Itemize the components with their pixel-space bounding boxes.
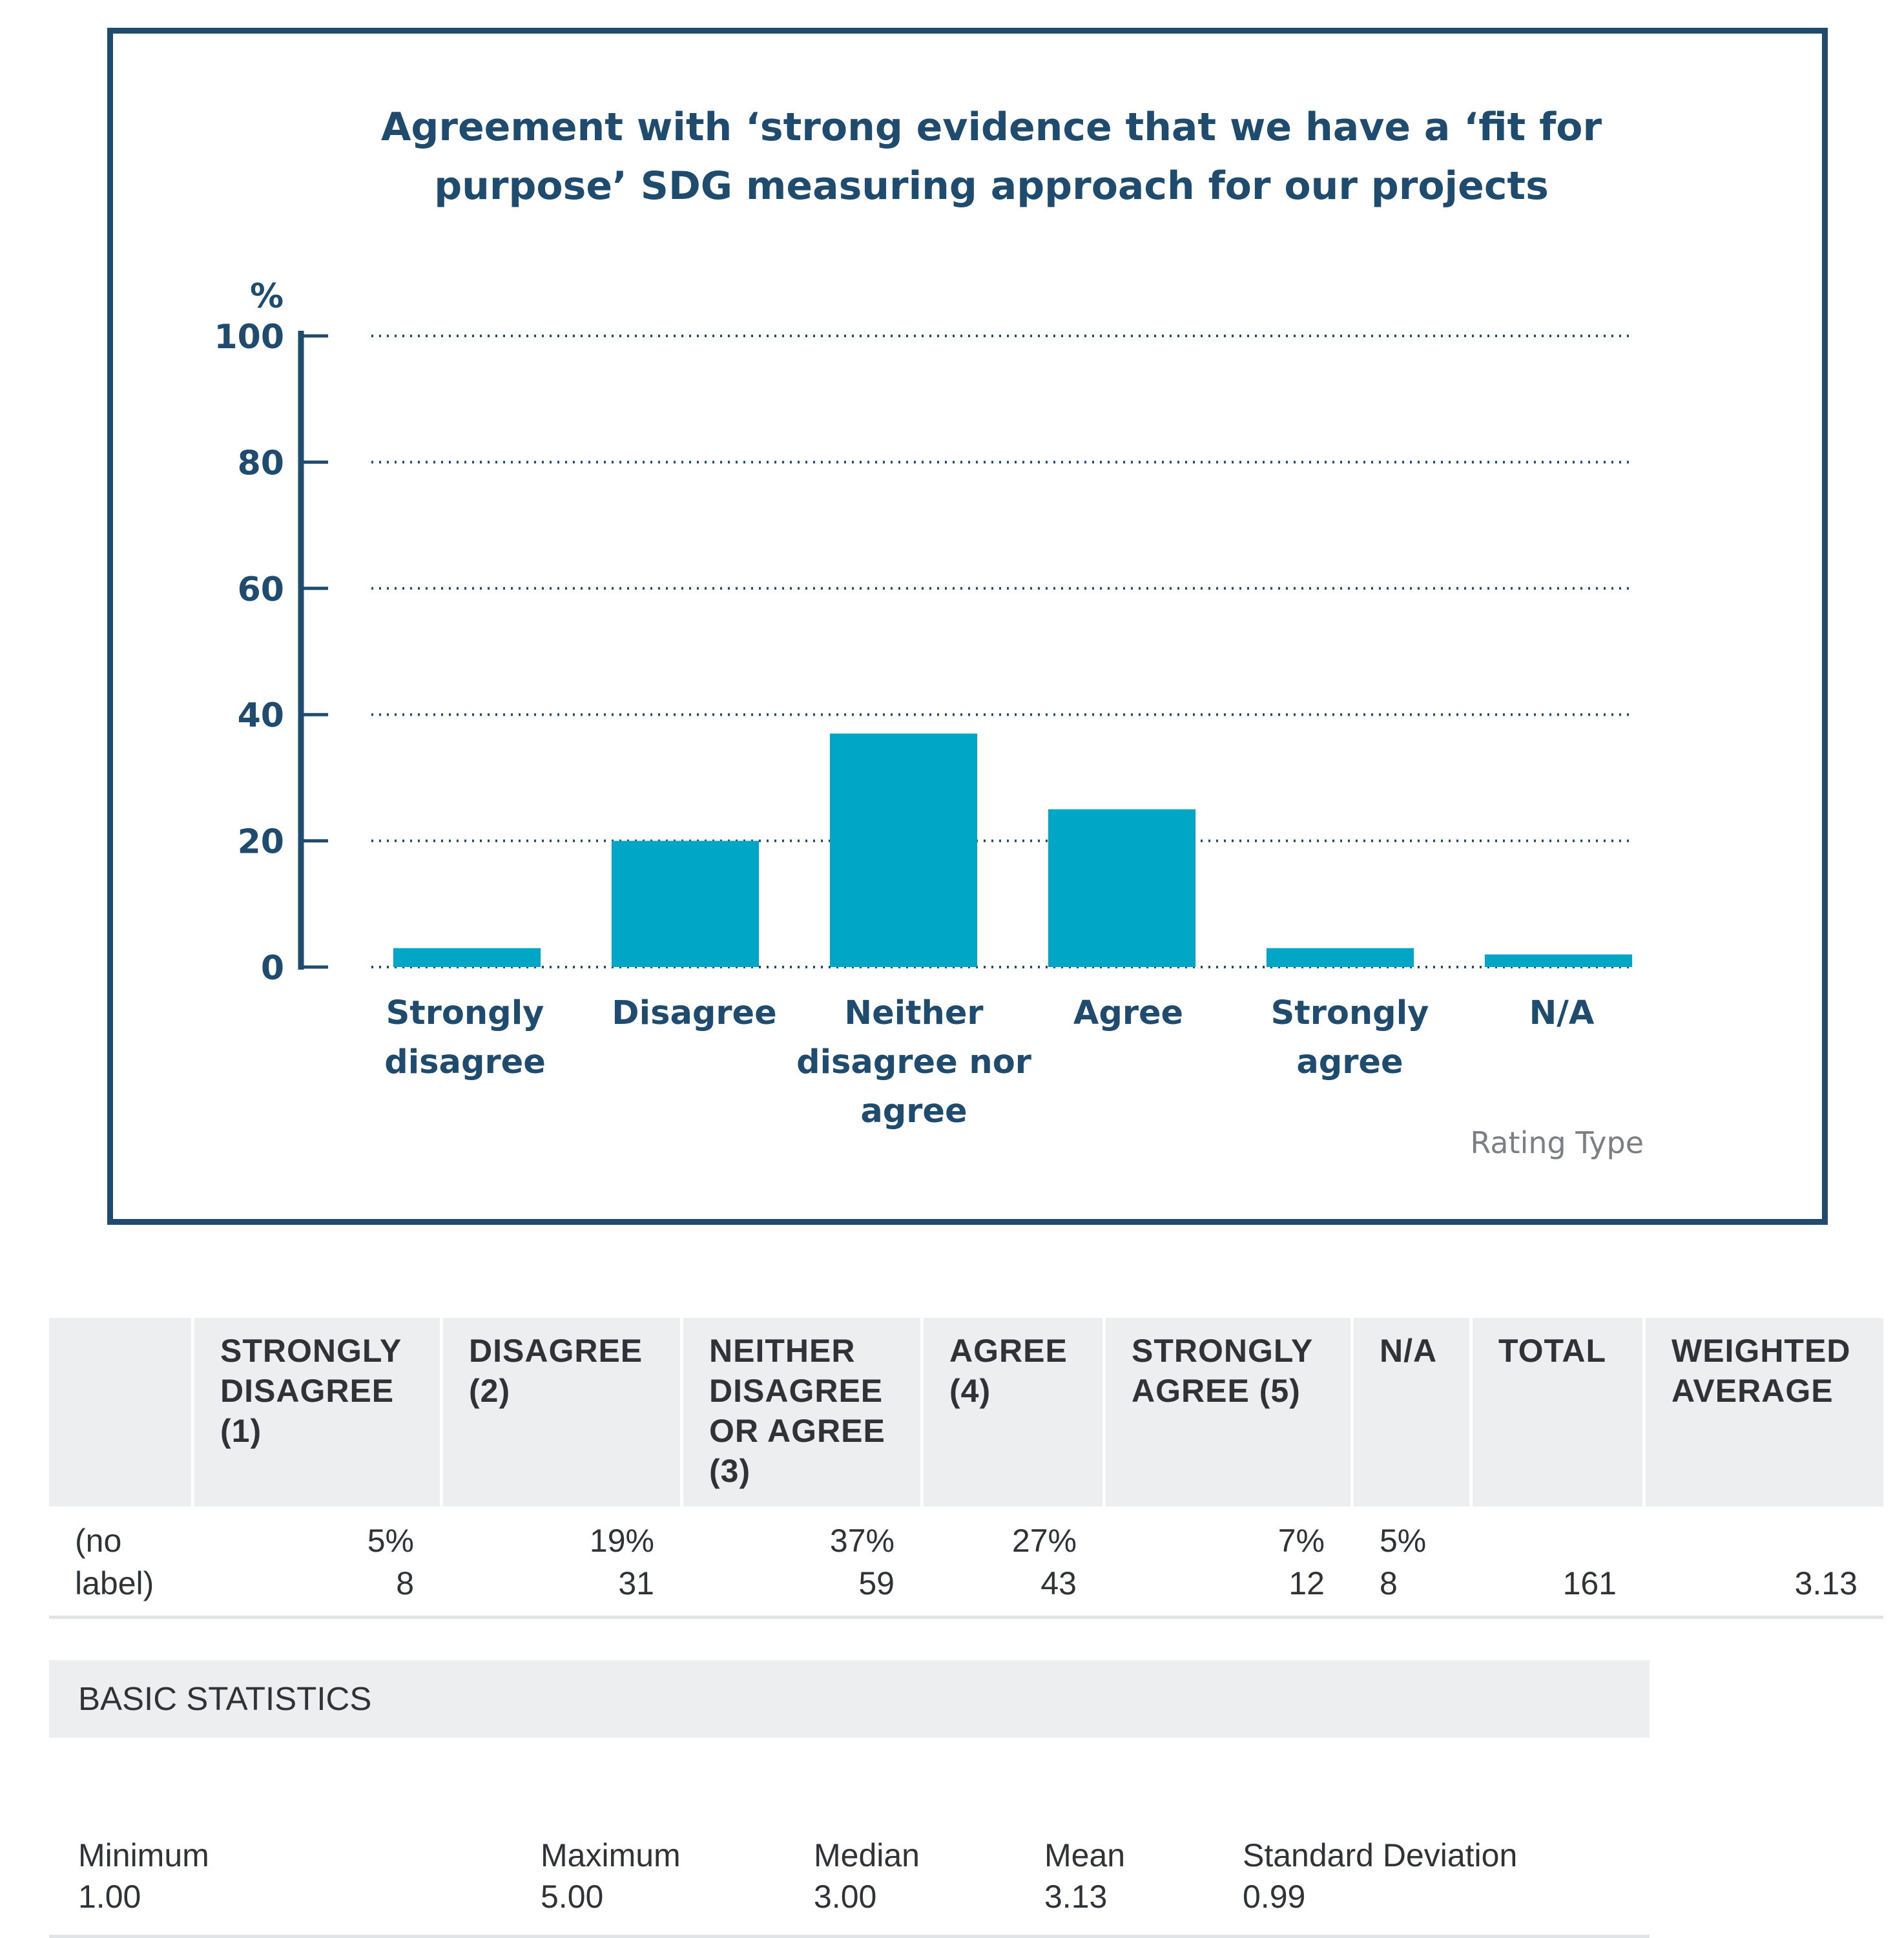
cell-percent: 5%	[1380, 1523, 1427, 1559]
cell-count: 3.13	[1794, 1565, 1857, 1601]
chart-title-line-1: Agreement with ‘strong evidence that we …	[381, 105, 1602, 150]
y-tick-label: 20	[238, 823, 284, 862]
stat-value: 0.99	[1243, 1879, 1306, 1915]
column-header: N/A	[1350, 1318, 1469, 1506]
basic-statistics-table: BASIC STATISTICS Minimum 1.00 Maximum 5.00 M…	[49, 1660, 1650, 1938]
cell-percent: 7%	[1278, 1523, 1325, 1559]
table-header-row: STRONGLY DISAGREE (1) DISAGREE (2) NEITHER…	[49, 1318, 1883, 1506]
bar	[1048, 809, 1195, 967]
table-cell: 27% 43	[920, 1506, 1102, 1616]
stat-label: Standard Deviation	[1243, 1837, 1518, 1873]
stat-value: 5.00	[541, 1879, 604, 1915]
category-label: Neither	[844, 994, 983, 1032]
category-label: disagree nor	[796, 1043, 1031, 1081]
bar	[393, 948, 541, 967]
cell-count: 43	[1040, 1565, 1077, 1601]
stat-item: Minimum 1.00	[78, 1835, 209, 1917]
stats-title: BASIC STATISTICS	[49, 1660, 1650, 1738]
y-axis-label: %	[250, 277, 284, 316]
cell-percent	[1671, 1519, 1857, 1562]
stat-item: Maximum 5.00	[541, 1835, 681, 1917]
y-tick-label: 0	[261, 949, 284, 988]
table-row: (no label) 5% 8 19% 31 37% 59 27% 43 7% 12 5% 8 161 3.…	[49, 1506, 1883, 1619]
bar-chart: Agreement with ‘strong evidence that we …	[214, 105, 1644, 1160]
category-label: agree	[1296, 1043, 1403, 1081]
stats-row: Minimum 1.00 Maximum 5.00 Median 3.00 Mean 3.13…	[49, 1738, 1650, 1938]
cell-percent: 37%	[829, 1523, 895, 1559]
cell-count: 12	[1288, 1565, 1325, 1601]
y-tick-label: 80	[238, 444, 284, 483]
column-header: DISAGREE (2)	[440, 1318, 680, 1506]
table-cell: 37% 59	[680, 1506, 920, 1616]
bar	[830, 733, 977, 967]
bar	[1267, 948, 1414, 967]
column-header: NEITHER DISAGREE OR AGREE (3)	[680, 1318, 920, 1506]
table-cell: 7% 12	[1102, 1506, 1350, 1616]
table-cell: 5% 8	[191, 1506, 440, 1616]
stat-item: Mean 3.13	[1044, 1835, 1125, 1917]
stat-value: 3.13	[1044, 1879, 1108, 1915]
cell-count: 59	[858, 1565, 895, 1601]
column-header: TOTAL	[1469, 1318, 1642, 1506]
stat-label: Mean	[1044, 1837, 1126, 1873]
category-label: agree	[860, 1092, 967, 1130]
column-header	[49, 1318, 191, 1506]
table-cell: 19% 31	[440, 1506, 680, 1616]
x-axis-label: Rating Type	[1470, 1125, 1644, 1160]
stat-item: Median 3.00	[814, 1835, 920, 1917]
stat-label: Median	[814, 1837, 920, 1873]
cell-percent	[1498, 1519, 1617, 1562]
category-label: Disagree	[612, 994, 776, 1032]
chart-title-line-2: purpose’ SDG measuring approach for our …	[434, 163, 1549, 209]
category-label: Agree	[1073, 994, 1183, 1032]
row-label: (no label)	[75, 1523, 154, 1601]
table-cell: 5% 8	[1350, 1506, 1469, 1616]
stat-item: Standard Deviation 0.99	[1243, 1835, 1517, 1917]
table-cell: 3.13	[1642, 1506, 1883, 1616]
chart-frame	[107, 28, 1828, 1225]
response-table: STRONGLY DISAGREE (1) DISAGREE (2) NEITHER…	[49, 1318, 1883, 1619]
category-label: Strongly	[386, 994, 544, 1032]
cell-percent: 27%	[1011, 1523, 1077, 1559]
column-header: AGREE (4)	[920, 1318, 1102, 1506]
cell-count: 161	[1562, 1565, 1617, 1601]
column-header: STRONGLY AGREE (5)	[1102, 1318, 1350, 1506]
cell-count: 8	[1380, 1565, 1398, 1601]
category-label: N/A	[1529, 994, 1595, 1032]
cell-count: 8	[396, 1565, 414, 1601]
category-label: disagree	[384, 1043, 546, 1081]
column-header: WEIGHTED AVERAGE	[1642, 1318, 1883, 1506]
cell-count: 31	[618, 1565, 654, 1601]
table-cell: 161	[1469, 1506, 1642, 1616]
stat-value: 3.00	[814, 1879, 877, 1915]
category-label: Strongly	[1271, 994, 1429, 1032]
column-header: STRONGLY DISAGREE (1)	[191, 1318, 440, 1506]
stat-value: 1.00	[78, 1879, 141, 1915]
cell-percent: 5%	[367, 1523, 414, 1559]
bar	[612, 840, 759, 967]
y-tick-label: 60	[238, 570, 284, 609]
stat-label: Minimum	[78, 1837, 209, 1873]
bar	[1485, 954, 1632, 967]
y-tick-label: 100	[214, 318, 284, 357]
stat-label: Maximum	[541, 1837, 681, 1873]
y-tick-label: 40	[238, 696, 284, 735]
cell-percent: 19%	[589, 1523, 654, 1559]
